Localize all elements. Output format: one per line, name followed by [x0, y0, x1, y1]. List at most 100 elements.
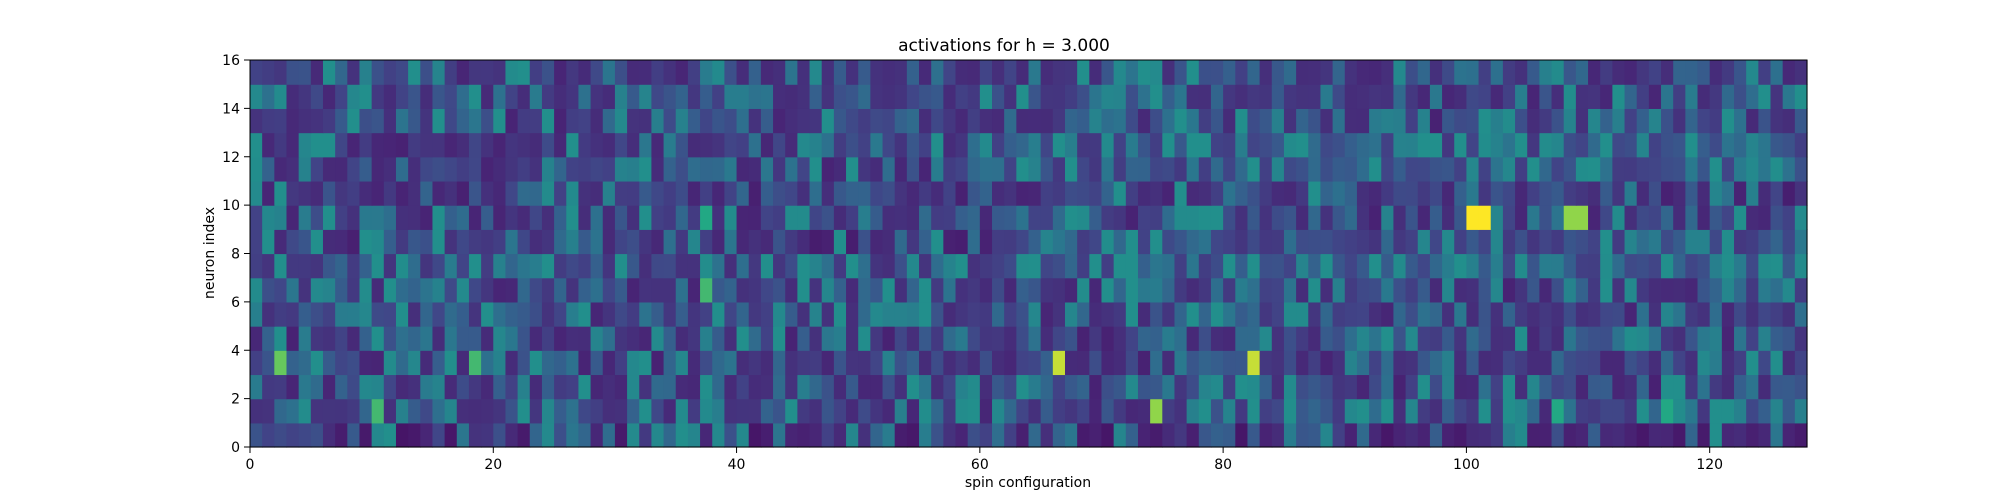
heatmap-cell: [1709, 374, 1723, 400]
heatmap-cell: [1575, 132, 1589, 158]
heatmap-cell: [1454, 422, 1467, 448]
heatmap-cell: [1064, 350, 1078, 376]
heatmap-cell: [1697, 229, 1711, 255]
heatmap-cell: [736, 180, 750, 206]
heatmap-cell: [992, 229, 1005, 255]
heatmap-cell: [456, 180, 470, 206]
heatmap-cell: [1636, 180, 1650, 206]
heatmap-cell: [736, 301, 750, 327]
heatmap-cell: [931, 398, 944, 424]
heatmap-cell: [1478, 180, 1492, 206]
heatmap-cell: [1137, 229, 1151, 255]
heatmap-cell: [1794, 180, 1808, 206]
heatmap-cell: [992, 60, 1005, 85]
heatmap-cell: [1101, 205, 1115, 230]
heatmap-cell: [505, 60, 519, 85]
heatmap-cell: [1770, 229, 1784, 255]
heatmap-cell: [1709, 398, 1723, 424]
heatmap-cell: [821, 180, 835, 206]
heatmap-cell: [614, 108, 628, 134]
heatmap-cell: [931, 156, 944, 182]
heatmap-cell: [250, 60, 263, 85]
heatmap-cell: [481, 180, 494, 206]
heatmap-cell: [1466, 350, 1480, 376]
heatmap-cell: [1405, 350, 1419, 376]
heatmap-cell: [1478, 326, 1492, 351]
heatmap-cell: [286, 277, 300, 303]
heatmap-cell: [1064, 229, 1078, 255]
heatmap-cell: [1588, 277, 1601, 303]
heatmap-cell: [517, 132, 531, 158]
heatmap-cell: [979, 301, 993, 327]
heatmap-cell: [736, 398, 750, 424]
heatmap-cell: [894, 180, 908, 206]
heatmap-cell: [1515, 253, 1528, 279]
heatmap-cell: [1089, 205, 1103, 230]
heatmap-cell: [1186, 132, 1200, 158]
heatmap-cell: [846, 156, 859, 182]
heatmap-cell: [979, 326, 993, 351]
heatmap-cell: [1697, 398, 1711, 424]
heatmap-cell: [1283, 350, 1297, 376]
heatmap-cell: [298, 205, 312, 230]
heatmap-cell: [1101, 108, 1115, 134]
heatmap-cell: [1539, 180, 1553, 206]
heatmap-cell: [298, 422, 312, 448]
heatmap-cell: [1734, 132, 1747, 158]
heatmap-cell: [1393, 326, 1407, 351]
heatmap-cell: [383, 229, 397, 255]
heatmap-cell: [760, 205, 774, 230]
heatmap-cell: [1064, 422, 1078, 448]
heatmap-cell: [456, 277, 470, 303]
heatmap-cell: [1369, 229, 1382, 255]
heatmap-cell: [1734, 253, 1747, 279]
heatmap-cell: [371, 398, 385, 424]
heatmap-cell: [395, 229, 409, 255]
heatmap-cell: [1442, 350, 1455, 376]
heatmap-cell: [1758, 84, 1772, 109]
heatmap-cell: [1186, 374, 1200, 400]
heatmap-cell: [967, 229, 981, 255]
heatmap-cell: [1588, 253, 1601, 279]
heatmap-cell: [1077, 253, 1090, 279]
heatmap-cell: [1198, 60, 1212, 85]
heatmap-cell: [1296, 422, 1309, 448]
heatmap-cell: [541, 229, 555, 255]
heatmap-cell: [481, 398, 494, 424]
heatmap-cell: [1490, 84, 1504, 109]
heatmap-cell: [894, 374, 908, 400]
heatmap-cell: [858, 229, 871, 255]
heatmap-cell: [1259, 253, 1273, 279]
heatmap-cell: [870, 156, 884, 182]
heatmap-cell: [712, 205, 725, 230]
heatmap-cell: [1721, 253, 1735, 279]
heatmap-cell: [1247, 350, 1261, 376]
heatmap-cell: [1235, 301, 1249, 327]
heatmap-cell: [1648, 326, 1662, 351]
heatmap-cell: [1028, 205, 1042, 230]
heatmap-cell: [481, 205, 494, 230]
heatmap-cell: [444, 156, 458, 182]
heatmap-cell: [590, 398, 604, 424]
heatmap-cell: [1794, 132, 1808, 158]
heatmap-cell: [1575, 326, 1589, 351]
heatmap-cell: [505, 84, 519, 109]
heatmap-cell: [1515, 84, 1528, 109]
heatmap-cell: [1052, 132, 1066, 158]
heatmap-cell: [919, 326, 932, 351]
heatmap-cell: [517, 398, 531, 424]
heatmap-cell: [420, 132, 434, 158]
heatmap-cell: [1223, 277, 1236, 303]
heatmap-cell: [1563, 205, 1577, 230]
heatmap-cell: [286, 156, 300, 182]
heatmap-cell: [1283, 277, 1297, 303]
heatmap-cell: [1758, 205, 1772, 230]
heatmap-cell: [1478, 301, 1492, 327]
heatmap-cell: [1186, 301, 1200, 327]
heatmap-cell: [250, 205, 263, 230]
heatmap-cell: [1661, 180, 1674, 206]
heatmap-cell: [529, 398, 543, 424]
heatmap-cell: [1356, 205, 1370, 230]
heatmap-cell: [967, 60, 981, 85]
heatmap-cell: [1673, 60, 1686, 85]
